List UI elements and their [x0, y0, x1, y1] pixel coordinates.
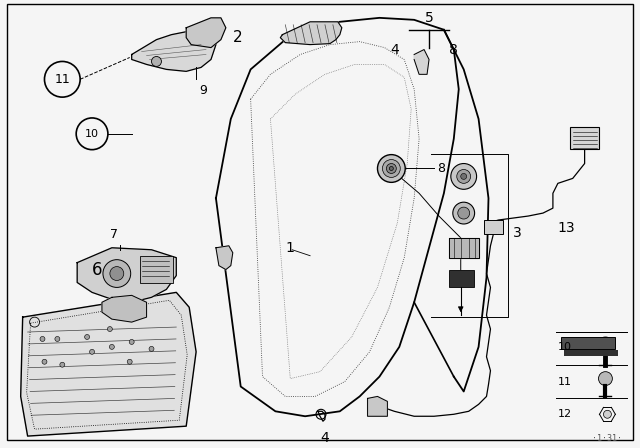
Text: 3: 3	[513, 226, 522, 240]
Circle shape	[103, 260, 131, 288]
Text: 4: 4	[390, 43, 399, 56]
Bar	[570, 127, 600, 149]
Circle shape	[40, 336, 45, 341]
Circle shape	[457, 169, 470, 183]
Text: 11: 11	[54, 73, 70, 86]
Circle shape	[129, 340, 134, 345]
Polygon shape	[186, 18, 226, 47]
Polygon shape	[280, 22, 342, 45]
Circle shape	[44, 61, 80, 97]
Circle shape	[378, 155, 405, 182]
Circle shape	[152, 56, 161, 66]
Circle shape	[55, 336, 60, 341]
Bar	[561, 337, 615, 349]
Polygon shape	[216, 246, 233, 270]
Circle shape	[604, 410, 611, 418]
Circle shape	[149, 346, 154, 351]
Circle shape	[383, 159, 400, 177]
Circle shape	[109, 345, 115, 349]
Text: 11: 11	[558, 377, 572, 387]
Text: 4: 4	[321, 431, 330, 445]
Polygon shape	[367, 396, 387, 416]
Polygon shape	[414, 50, 429, 74]
Text: ·1·31·: ·1·31·	[593, 434, 623, 443]
Polygon shape	[77, 248, 176, 302]
Circle shape	[461, 173, 467, 179]
Text: 12: 12	[558, 409, 572, 419]
Circle shape	[451, 164, 477, 190]
Bar	[484, 220, 503, 234]
Circle shape	[387, 164, 396, 173]
Circle shape	[389, 167, 394, 171]
Circle shape	[76, 118, 108, 150]
Text: 5: 5	[425, 11, 433, 25]
Text: 6: 6	[92, 262, 102, 280]
Circle shape	[108, 327, 113, 332]
Text: 2: 2	[233, 30, 243, 45]
Circle shape	[598, 372, 612, 386]
Bar	[564, 350, 618, 356]
Circle shape	[598, 337, 613, 353]
Text: 9: 9	[199, 84, 207, 97]
Circle shape	[90, 349, 95, 354]
Circle shape	[453, 202, 475, 224]
Circle shape	[42, 359, 47, 364]
Polygon shape	[449, 238, 479, 258]
Bar	[140, 256, 173, 284]
Circle shape	[84, 335, 90, 340]
Circle shape	[60, 362, 65, 367]
Text: 7: 7	[110, 228, 118, 241]
Text: 8: 8	[437, 162, 445, 175]
Polygon shape	[132, 30, 216, 71]
Text: 1: 1	[285, 241, 294, 255]
Text: 13: 13	[558, 221, 575, 235]
Polygon shape	[102, 295, 147, 322]
Text: 8: 8	[449, 43, 458, 56]
Polygon shape	[20, 293, 196, 436]
Circle shape	[458, 207, 470, 219]
Text: 10: 10	[558, 342, 572, 352]
Circle shape	[127, 359, 132, 364]
Bar	[449, 270, 474, 288]
Circle shape	[110, 267, 124, 280]
Text: 10: 10	[85, 129, 99, 139]
